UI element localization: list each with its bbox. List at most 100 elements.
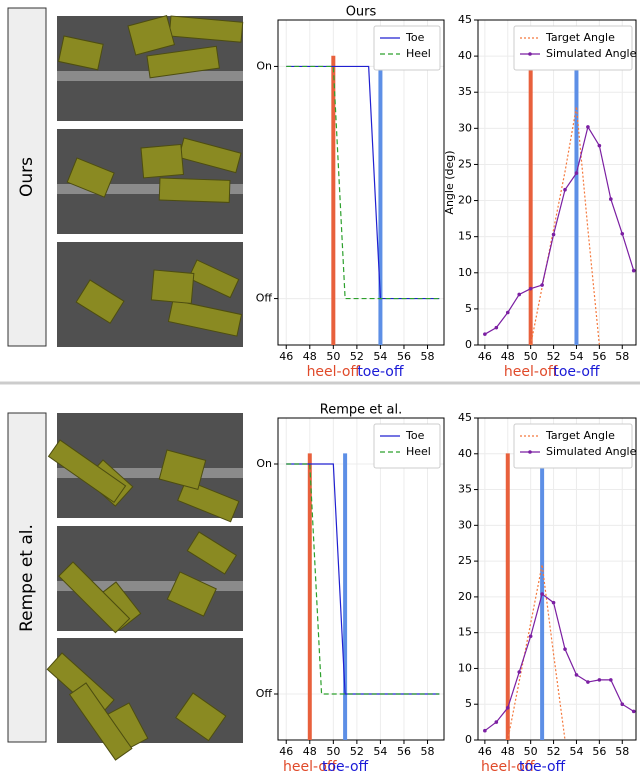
- floor: [57, 184, 243, 194]
- x-tick-label: 58: [615, 745, 629, 758]
- plot-frame: [477, 19, 637, 346]
- y-tick-label: 45: [458, 411, 472, 424]
- y-tick-label: 0: [465, 338, 472, 351]
- x-tick-label: 54: [373, 350, 387, 363]
- render-block: [187, 259, 240, 299]
- render-block: [47, 439, 127, 503]
- x-tick-label: 56: [397, 745, 411, 758]
- series-line: [286, 463, 440, 695]
- point: [494, 720, 499, 724]
- render-block: [158, 449, 207, 490]
- y-tick-label: Off: [256, 687, 273, 700]
- legend-marker: [528, 52, 532, 56]
- render-block: [146, 45, 220, 79]
- render-block: [175, 692, 227, 742]
- series-line: [530, 106, 600, 346]
- x-tick-label: 54: [569, 745, 583, 758]
- point: [631, 268, 636, 273]
- x-tick-label: 52: [350, 745, 364, 758]
- x-tick-label: 54: [569, 350, 583, 363]
- y-tick-label: 45: [458, 13, 472, 26]
- legend-label: Target Angle: [545, 429, 615, 442]
- event-label: heel-off: [283, 759, 337, 774]
- point: [620, 231, 625, 236]
- event-label: heel-off: [307, 364, 361, 380]
- plot-frame: [277, 19, 445, 346]
- event-label: heel-off: [481, 759, 535, 774]
- y-tick-label: On: [256, 457, 272, 470]
- x-tick-label: 48: [501, 745, 515, 758]
- x-tick-label: 48: [501, 350, 515, 363]
- point: [494, 325, 499, 330]
- point: [551, 232, 556, 237]
- point: [620, 702, 625, 707]
- chart-title: Rempe et al.: [320, 403, 402, 418]
- point: [631, 709, 636, 714]
- y-tick-label: On: [256, 59, 272, 72]
- x-tick-label: 54: [373, 745, 387, 758]
- render-block: [127, 15, 176, 56]
- render-block: [167, 299, 243, 337]
- y-tick-label: 40: [458, 447, 472, 460]
- x-tick-label: 46: [279, 745, 293, 758]
- event-label: heel-off: [504, 364, 558, 380]
- x-tick-label: 58: [615, 350, 629, 363]
- legend-label: Heel: [406, 445, 431, 458]
- y-tick-label: 25: [458, 554, 472, 567]
- event-label: toe-off: [322, 759, 369, 774]
- point: [586, 125, 590, 129]
- legend-label: Toe: [405, 429, 425, 442]
- x-tick-label: 56: [592, 745, 606, 758]
- series-line: [286, 65, 440, 300]
- legend-label: Target Angle: [545, 31, 615, 44]
- legend-label: Toe: [405, 31, 425, 44]
- y-tick-label: 5: [465, 697, 472, 710]
- y-tick-label: 35: [458, 483, 472, 496]
- y-tick-label: 20: [458, 590, 472, 603]
- render-block: [150, 269, 195, 304]
- render-block: [75, 279, 125, 324]
- x-tick-label: 52: [350, 350, 364, 363]
- y-tick-label: 15: [458, 230, 472, 243]
- point: [609, 678, 613, 682]
- point: [597, 678, 602, 682]
- row-label: Rempe et al.: [17, 524, 37, 632]
- x-tick-label: 46: [478, 350, 492, 363]
- point: [597, 143, 602, 148]
- x-tick-label: 46: [279, 350, 293, 363]
- plot-frame: [277, 417, 445, 741]
- y-tick-label: 20: [458, 194, 472, 207]
- row-label: Ours: [17, 157, 37, 197]
- x-tick-label: 58: [421, 350, 435, 363]
- point: [586, 680, 590, 684]
- x-tick-label: 50: [326, 745, 340, 758]
- x-tick-label: 48: [303, 745, 317, 758]
- legend-box: [513, 423, 633, 469]
- x-tick-label: 56: [397, 350, 411, 363]
- render-block: [177, 479, 240, 523]
- point: [528, 634, 533, 639]
- y-tick-label: Off: [256, 292, 273, 305]
- x-tick-label: 50: [524, 745, 538, 758]
- render-block: [168, 15, 244, 43]
- y-tick-label: 15: [458, 626, 472, 639]
- x-tick-label: 46: [478, 745, 492, 758]
- render-block: [186, 531, 238, 575]
- series-line: [507, 564, 566, 741]
- legend-box: [513, 25, 633, 71]
- series-line: [484, 593, 635, 732]
- event-label: toe-off: [357, 364, 404, 380]
- render-panels: [46, 15, 244, 761]
- y-tick-label: 0: [465, 733, 472, 746]
- x-tick-label: 50: [524, 350, 538, 363]
- x-tick-label: 58: [421, 745, 435, 758]
- y-tick-label: 35: [458, 85, 472, 98]
- render-block: [140, 143, 185, 179]
- floor: [57, 581, 243, 591]
- x-tick-label: 56: [592, 350, 606, 363]
- render-block: [58, 35, 104, 71]
- x-tick-label: 52: [547, 350, 561, 363]
- legend-label: Simulated Angle: [546, 47, 637, 60]
- point: [517, 292, 522, 297]
- x-tick-label: 52: [547, 745, 561, 758]
